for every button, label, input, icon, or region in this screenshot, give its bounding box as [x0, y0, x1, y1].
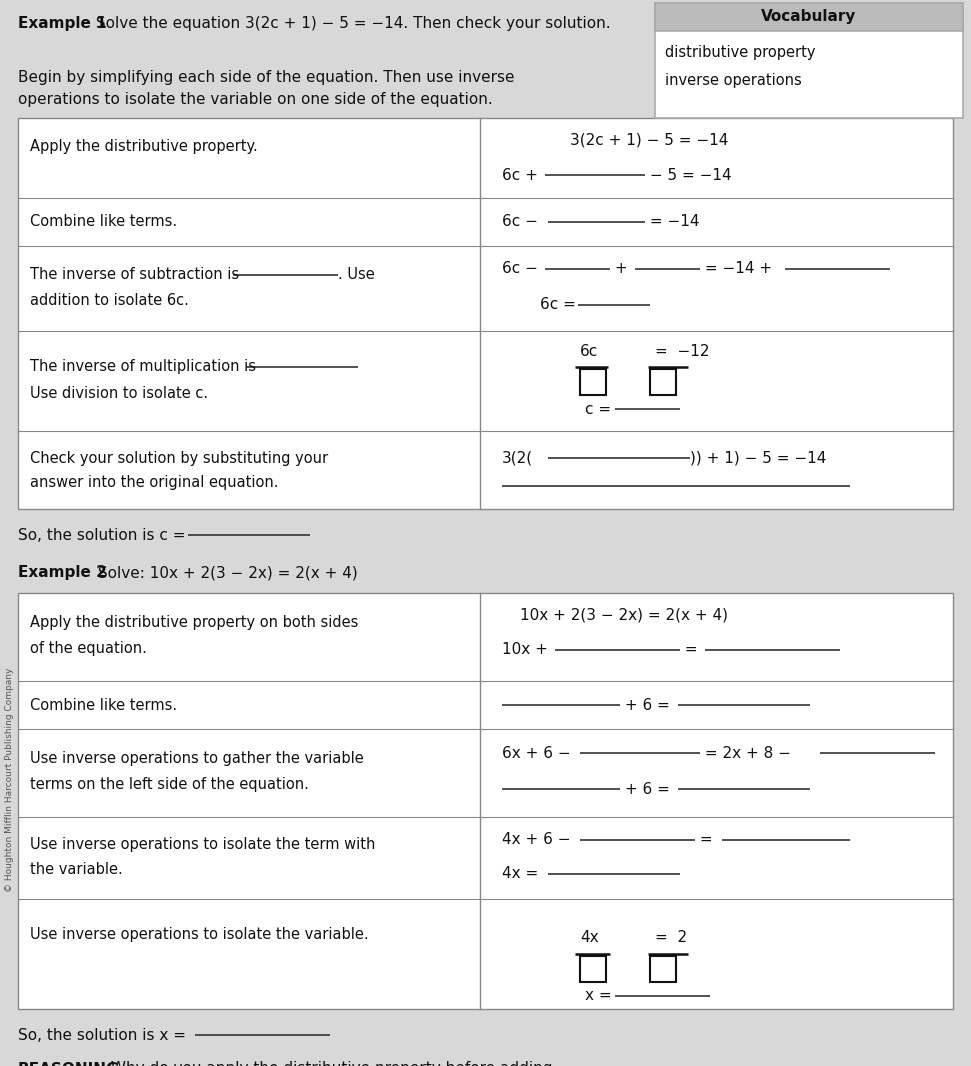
Text: Use inverse operations to isolate the term with: Use inverse operations to isolate the te… — [30, 837, 376, 852]
Text: 6x + 6 −: 6x + 6 − — [502, 745, 576, 760]
Text: Vocabulary: Vocabulary — [761, 10, 856, 25]
Bar — [650, 956, 676, 982]
Bar — [650, 369, 676, 395]
Bar — [18, 118, 953, 508]
Text: =  −12: = −12 — [655, 343, 710, 358]
Text: 4x: 4x — [580, 931, 599, 946]
Text: c =: c = — [585, 402, 616, 417]
Text: Solve: 10x + 2(3 − 2x) = 2(x + 4): Solve: 10x + 2(3 − 2x) = 2(x + 4) — [93, 565, 357, 581]
Text: REASONING: REASONING — [18, 1062, 119, 1066]
Text: 10x +: 10x + — [502, 643, 552, 658]
Text: Use inverse operations to isolate the variable.: Use inverse operations to isolate the va… — [30, 926, 369, 941]
Text: the variable.: the variable. — [30, 862, 122, 877]
Text: . Use: . Use — [338, 266, 375, 282]
Text: The inverse of subtraction is: The inverse of subtraction is — [30, 266, 244, 282]
Text: 6c +: 6c + — [502, 167, 543, 182]
Text: = −14: = −14 — [645, 214, 699, 229]
Text: operations to isolate the variable on one side of the equation.: operations to isolate the variable on on… — [18, 92, 492, 107]
Text: Apply the distributive property on both sides: Apply the distributive property on both … — [30, 615, 358, 630]
Text: Why do you apply the distributive property before adding: Why do you apply the distributive proper… — [106, 1062, 552, 1066]
Text: Combine like terms.: Combine like terms. — [30, 697, 177, 712]
Text: answer into the original equation.: answer into the original equation. — [30, 474, 279, 489]
Bar — [655, 3, 963, 118]
Text: addition to isolate 6c.: addition to isolate 6c. — [30, 293, 189, 308]
Text: = 2x + 8 −: = 2x + 8 − — [700, 745, 796, 760]
Text: 6c: 6c — [580, 343, 598, 358]
Text: 3(2(: 3(2( — [502, 451, 533, 466]
Text: Use inverse operations to gather the variable: Use inverse operations to gather the var… — [30, 752, 364, 766]
Text: Combine like terms.: Combine like terms. — [30, 214, 177, 229]
Text: inverse operations: inverse operations — [665, 74, 802, 88]
Text: + 6 =: + 6 = — [620, 697, 675, 712]
Text: of the equation.: of the equation. — [30, 642, 147, 657]
Text: 10x + 2(3 − 2x) = 2(x + 4): 10x + 2(3 − 2x) = 2(x + 4) — [520, 608, 728, 623]
Text: So, the solution is c =: So, the solution is c = — [18, 528, 190, 543]
Text: + 6 =: + 6 = — [620, 781, 675, 796]
Text: Solve the equation 3(2c + 1) − 5 = −14. Then check your solution.: Solve the equation 3(2c + 1) − 5 = −14. … — [91, 16, 611, 31]
Text: distributive property: distributive property — [665, 46, 816, 61]
Text: =: = — [680, 643, 702, 658]
Text: =: = — [695, 833, 718, 847]
Text: 4x + 6 −: 4x + 6 − — [502, 833, 576, 847]
Text: )) + 1) − 5 = −14: )) + 1) − 5 = −14 — [690, 451, 826, 466]
Text: x =: x = — [585, 988, 617, 1003]
Text: Apply the distributive property.: Apply the distributive property. — [30, 139, 257, 154]
Text: terms on the left side of the equation.: terms on the left side of the equation. — [30, 777, 309, 792]
Text: The inverse of multiplication is: The inverse of multiplication is — [30, 359, 260, 374]
Text: Example 2: Example 2 — [18, 565, 107, 581]
Bar — [18, 593, 953, 1010]
Text: 4x =: 4x = — [502, 867, 543, 882]
Text: = −14 +: = −14 + — [700, 261, 777, 276]
Text: Begin by simplifying each side of the equation. Then use inverse: Begin by simplifying each side of the eq… — [18, 70, 515, 85]
Text: Use division to isolate c.: Use division to isolate c. — [30, 386, 208, 401]
Text: =  2: = 2 — [655, 931, 687, 946]
Text: +: + — [610, 261, 632, 276]
Text: 6c −: 6c − — [502, 261, 543, 276]
Text: Example 1: Example 1 — [18, 16, 107, 31]
Bar — [580, 369, 606, 395]
Text: 3(2c + 1) − 5 = −14: 3(2c + 1) − 5 = −14 — [570, 132, 728, 147]
Bar — [580, 956, 606, 982]
Text: − 5 = −14: − 5 = −14 — [645, 167, 731, 182]
Bar — [655, 3, 963, 31]
Text: Check your solution by substituting your: Check your solution by substituting your — [30, 451, 328, 466]
Text: © Houghton Mifflin Harcourt Publishing Company: © Houghton Mifflin Harcourt Publishing C… — [6, 667, 15, 892]
Text: 6c =: 6c = — [540, 297, 581, 312]
Text: 6c −: 6c − — [502, 214, 543, 229]
Text: So, the solution is x =: So, the solution is x = — [18, 1028, 191, 1043]
